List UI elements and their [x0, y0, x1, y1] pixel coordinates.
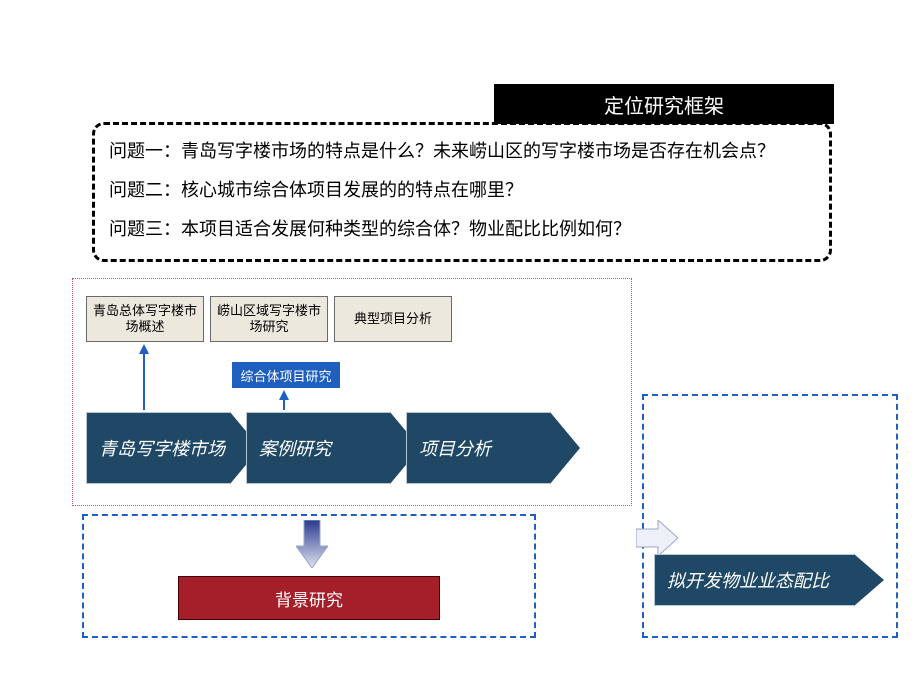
chevron-label: 案例研究	[259, 435, 331, 461]
small-box-label: 崂山区域写字楼市场研究	[211, 303, 327, 336]
small-box-laoshan: 崂山区域写字楼市场研究	[210, 296, 328, 342]
chevron-final: 拟开发物业业态配比	[654, 554, 884, 606]
question-2: 问题二：核心城市综合体项目发展的的特点在哪里？	[109, 176, 815, 205]
question-3: 问题三：本项目适合发展何种类型的综合体？物业配比比例如何？	[109, 215, 815, 244]
blue-label-box: 综合体项目研究	[232, 362, 340, 388]
chevron-label: 项目分析	[419, 435, 491, 461]
chevron-label: 拟开发物业业态配比	[667, 567, 829, 593]
blue-label-text: 综合体项目研究	[240, 366, 331, 385]
chevron-label: 青岛写字楼市场	[99, 435, 225, 461]
question-box: 问题一：青岛写字楼市场的特点是什么？未来崂山区的写字楼市场是否存在机会点？ 问题…	[92, 122, 832, 262]
block-arrow-right-icon	[636, 520, 678, 556]
small-box-label: 青岛总体写字楼市场概述	[87, 303, 203, 336]
chevron-case: 案例研究	[246, 412, 420, 484]
title-text: 定位研究框架	[604, 90, 724, 119]
question-1: 问题一：青岛写字楼市场的特点是什么？未来崂山区的写字楼市场是否存在机会点？	[109, 137, 815, 166]
title-bar: 定位研究框架	[494, 84, 834, 124]
red-box-background-research: 背景研究	[178, 576, 440, 620]
red-box-label: 背景研究	[275, 586, 343, 611]
chevron-market: 青岛写字楼市场	[86, 412, 260, 484]
block-arrow-down-icon	[296, 520, 328, 568]
chevron-analysis: 项目分析	[406, 412, 580, 484]
small-box-label: 典型项目分析	[354, 311, 432, 327]
small-box-typical: 典型项目分析	[334, 296, 452, 342]
small-box-overview: 青岛总体写字楼市场概述	[86, 296, 204, 342]
